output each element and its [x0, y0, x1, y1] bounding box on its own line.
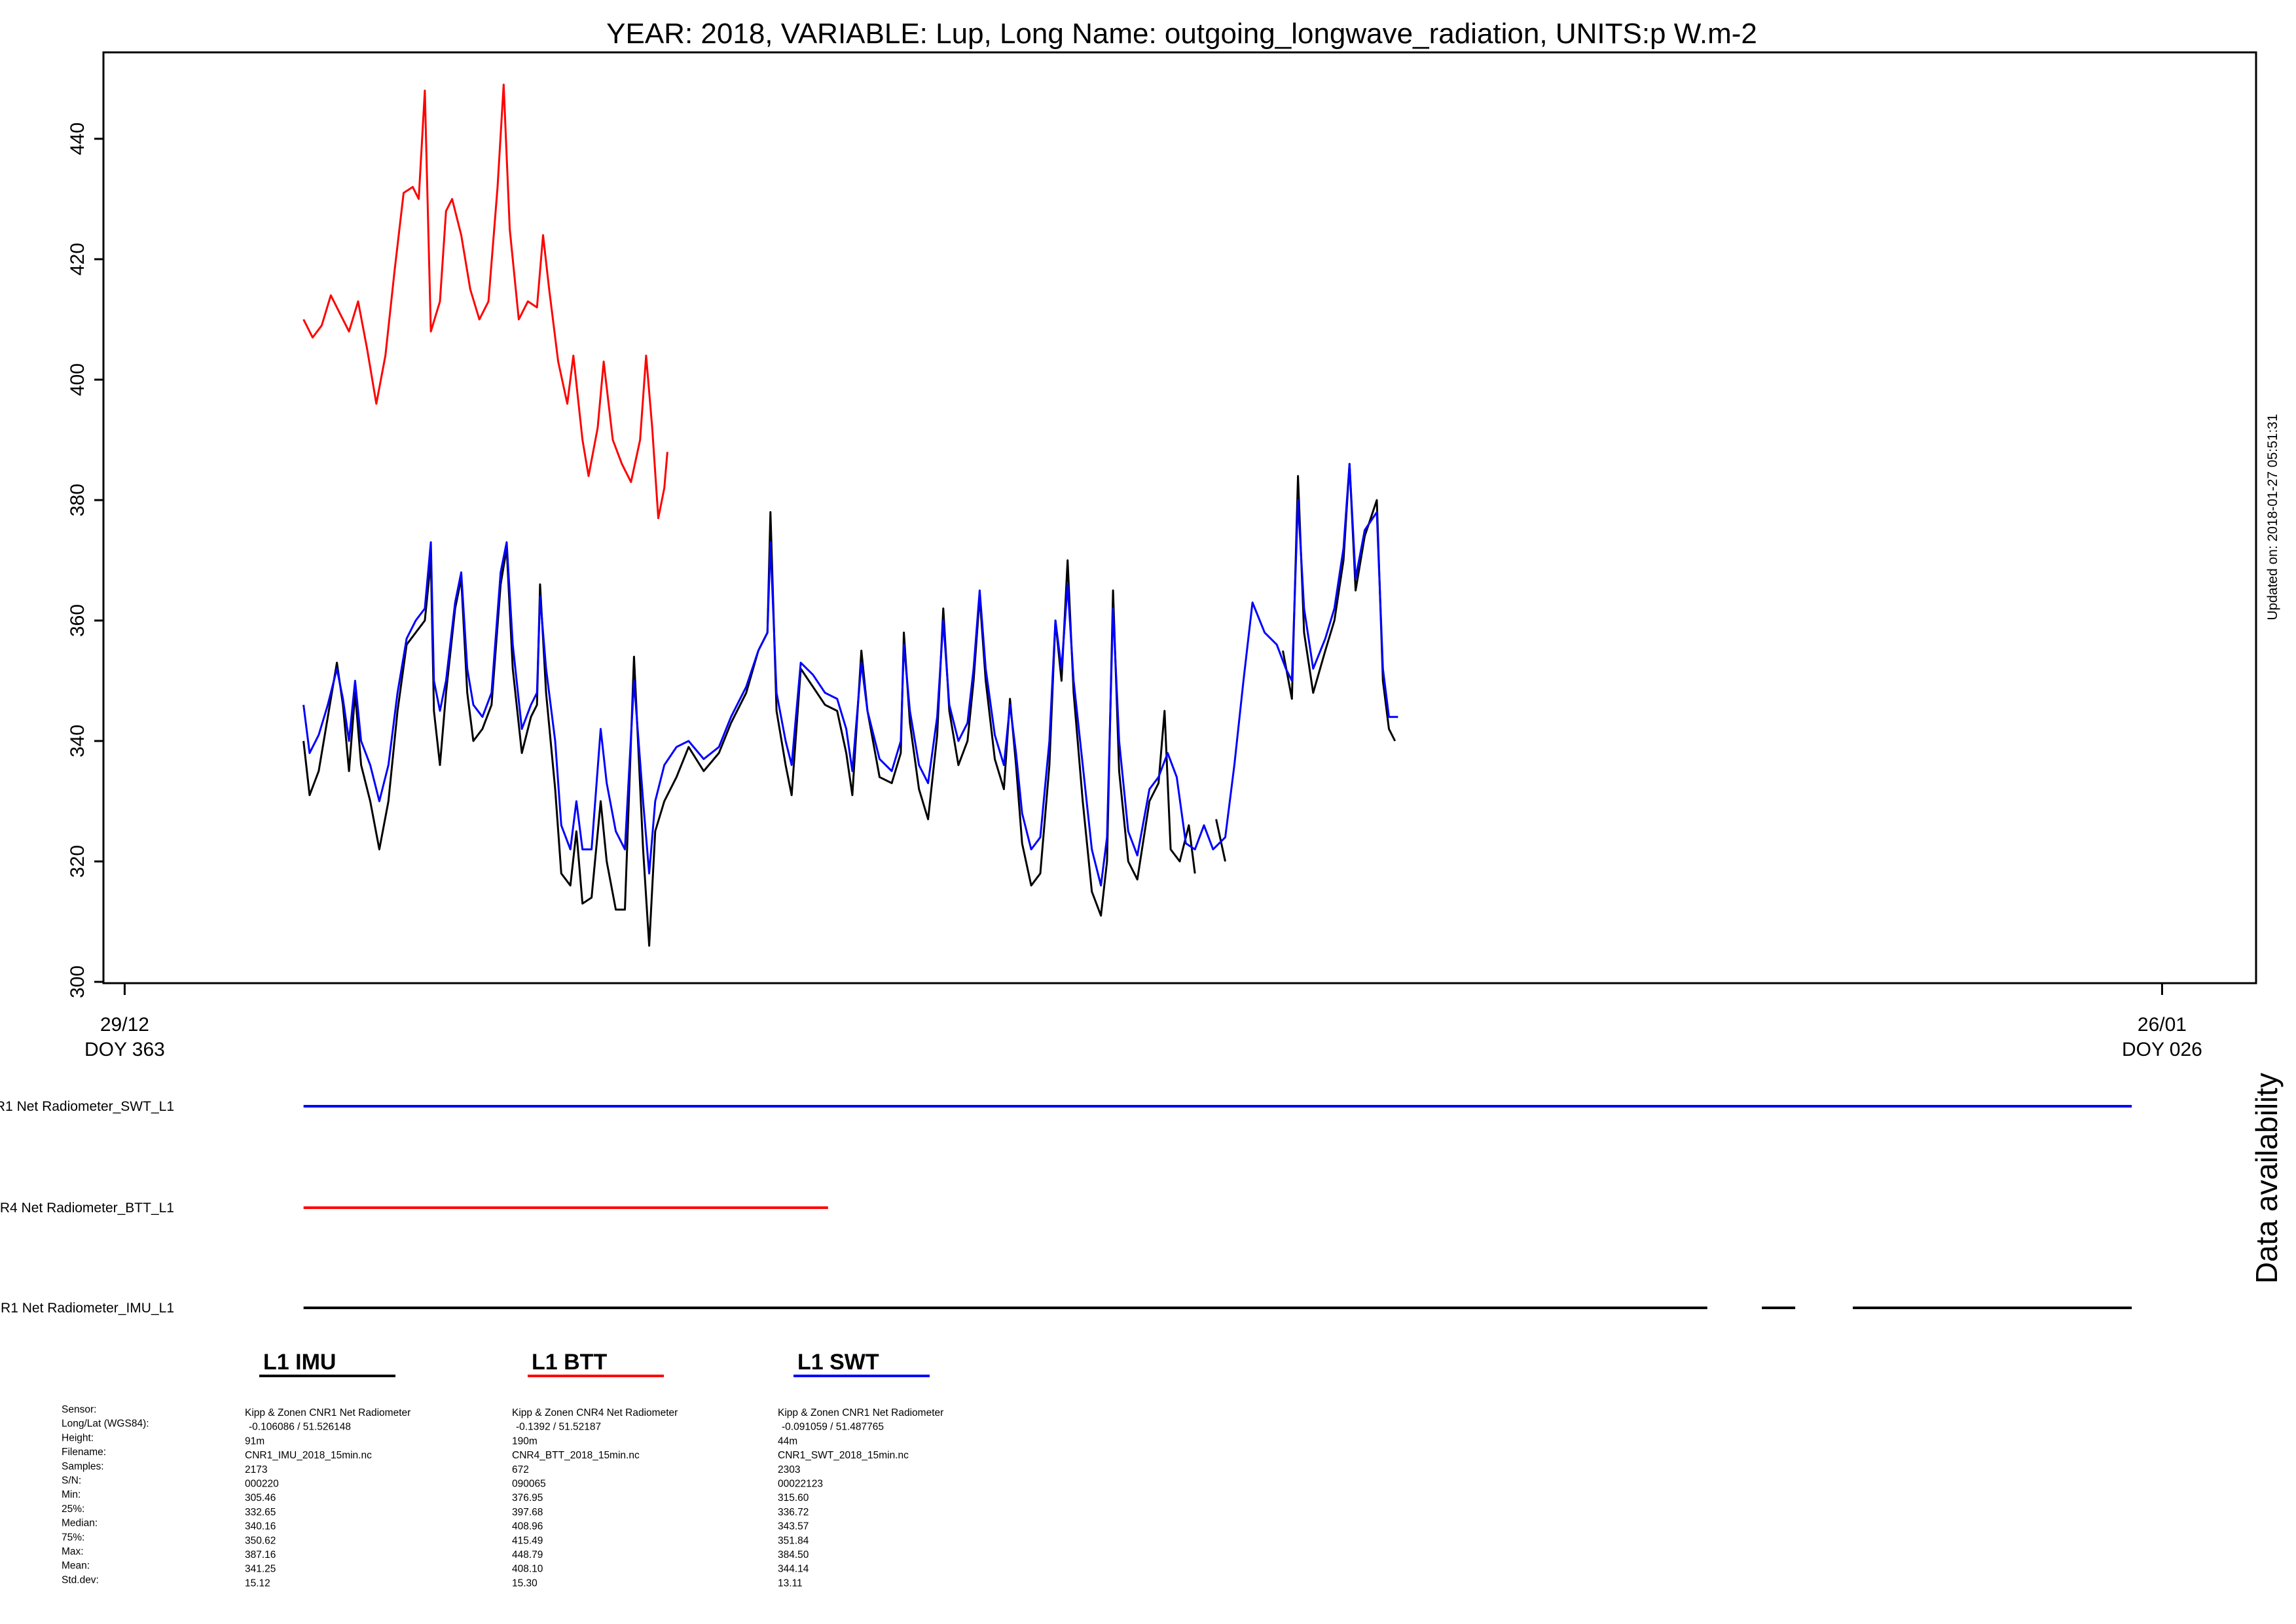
stats-label: Sensor: — [62, 1404, 96, 1415]
y-tick-label: 340 — [67, 725, 88, 757]
stats-value: Kipp & Zonen CNR1 Net Radiometer — [245, 1407, 410, 1418]
stats-label: Mean: — [62, 1561, 90, 1572]
stats-value: 351.84 — [778, 1535, 809, 1546]
y-axis: 300 320 340 360 380 400 420 440 — [67, 122, 103, 998]
stats-value: 13.11 — [778, 1578, 803, 1589]
stats-value: 384.50 — [778, 1549, 809, 1561]
stats-value: CNR1_IMU_2018_15min.nc — [245, 1450, 372, 1461]
stats-value: 350.62 — [245, 1535, 276, 1546]
y-tick-label: 320 — [67, 845, 88, 878]
stats-value: 315.60 — [778, 1492, 809, 1504]
stats-value: 415.49 — [512, 1535, 543, 1546]
stats-label: Max: — [62, 1546, 84, 1557]
stats-value: 91m — [245, 1435, 264, 1447]
stats-label: Height: — [62, 1432, 94, 1443]
stats-value: 00022123 — [778, 1479, 823, 1490]
y-tick-label: 420 — [67, 243, 88, 276]
stats-value: 672 — [512, 1464, 529, 1475]
stats-value: 341.25 — [245, 1564, 276, 1575]
stats-value: Kipp & Zonen CNR1 Net Radiometer — [778, 1407, 943, 1418]
stats-label: Filename: — [62, 1447, 106, 1458]
x-tick-label: 29/12 — [100, 1014, 149, 1036]
y-tick-label: 300 — [67, 965, 88, 998]
x-tick-sublabel: DOY 026 — [2122, 1039, 2202, 1060]
legend-title: L1 IMU — [263, 1350, 336, 1375]
stats-value: -0.091059 / 51.487765 — [782, 1422, 884, 1433]
stats-value: 190m — [512, 1435, 538, 1447]
stats-label: Samples: — [62, 1461, 104, 1472]
availability-layer: Kipp & Zonen CNR1 Net Radiometer_SWT_L1 K… — [0, 1099, 2132, 1316]
series-line-l1-imu — [1215, 819, 1226, 862]
series-line-l1-btt — [302, 83, 668, 520]
legend: L1 IMU L1 BTT L1 SWT — [259, 1350, 930, 1377]
stats-value: 000220 — [245, 1479, 279, 1490]
stats-value: 2173 — [245, 1464, 267, 1475]
stats-value: 2303 — [778, 1464, 800, 1475]
y-tick-label: 360 — [67, 604, 88, 637]
stats-value: -0.1392 / 51.52187 — [516, 1422, 601, 1433]
stats-label: 25%: — [62, 1504, 84, 1515]
stats-value: 408.96 — [512, 1521, 543, 1532]
stats-label: Min: — [62, 1489, 81, 1500]
stats-value: 343.57 — [778, 1521, 809, 1532]
availability-row-label: Kipp & Zonen CNR1 Net Radiometer_SWT_L1 — [0, 1099, 174, 1114]
stats-value: Kipp & Zonen CNR4 Net Radiometer — [512, 1407, 678, 1418]
stats-value: 15.30 — [512, 1578, 538, 1589]
y-tick-label: 400 — [67, 363, 88, 396]
stats-value: 090065 — [512, 1479, 546, 1490]
stats-value: 44m — [778, 1435, 797, 1447]
series-line-l1-imu — [302, 511, 1196, 947]
stats-value: 397.68 — [512, 1507, 543, 1518]
stats-value: 344.14 — [778, 1564, 809, 1575]
availability-row-label: Kipp & Zonen CNR1 Net Radiometer_IMU_L1 — [0, 1301, 174, 1316]
x-tick-label: 26/01 — [2138, 1014, 2187, 1036]
stats-value: 336.72 — [778, 1507, 809, 1518]
series-line-l1-swt — [302, 463, 1398, 887]
data-availability-title: Data availability — [2250, 1073, 2284, 1284]
series-layer — [302, 83, 1398, 947]
legend-title: L1 SWT — [797, 1350, 879, 1375]
chart-title: YEAR: 2018, VARIABLE: Lup, Long Name: ou… — [606, 18, 1757, 50]
plot-frame — [102, 51, 2257, 984]
stats-value: 332.65 — [245, 1507, 276, 1518]
x-tick-sublabel: DOY 363 — [84, 1039, 165, 1060]
stats-value: 448.79 — [512, 1549, 543, 1561]
stats-label: Long/Lat (WGS84): — [62, 1418, 149, 1430]
stats-value: 387.16 — [245, 1549, 276, 1561]
stats-value: CNR1_SWT_2018_15min.nc — [778, 1450, 909, 1461]
y-tick-label: 440 — [67, 122, 88, 155]
stats-label: Std.dev: — [62, 1574, 99, 1585]
stats-table: Sensor: Long/Lat (WGS84): Height: Filename:… — [62, 1404, 943, 1589]
stats-value: 15.12 — [245, 1578, 270, 1589]
x-axis: 29/12 DOY 363 26/01 DOY 026 — [84, 983, 2202, 1060]
stats-value: CNR4_BTT_2018_15min.nc — [512, 1450, 640, 1461]
stats-label: Median: — [62, 1518, 98, 1529]
stats-value: 340.16 — [245, 1521, 276, 1532]
stats-value: -0.106086 / 51.526148 — [249, 1422, 351, 1433]
y-tick-label: 380 — [67, 484, 88, 516]
stats-label: S/N: — [62, 1475, 81, 1487]
series-line-l1-imu — [1282, 463, 1396, 742]
stats-value: 408.10 — [512, 1564, 543, 1575]
stats-value: 376.95 — [512, 1492, 543, 1504]
availability-row-label: Kipp & Zonen CNR4 Net Radiometer_BTT_L1 — [0, 1200, 174, 1216]
legend-title: L1 BTT — [532, 1350, 607, 1375]
stats-value: 305.46 — [245, 1492, 276, 1504]
updated-timestamp: Updated on: 2018-01-27 05:51:31 — [2265, 414, 2280, 620]
stats-label: 75%: — [62, 1532, 84, 1543]
